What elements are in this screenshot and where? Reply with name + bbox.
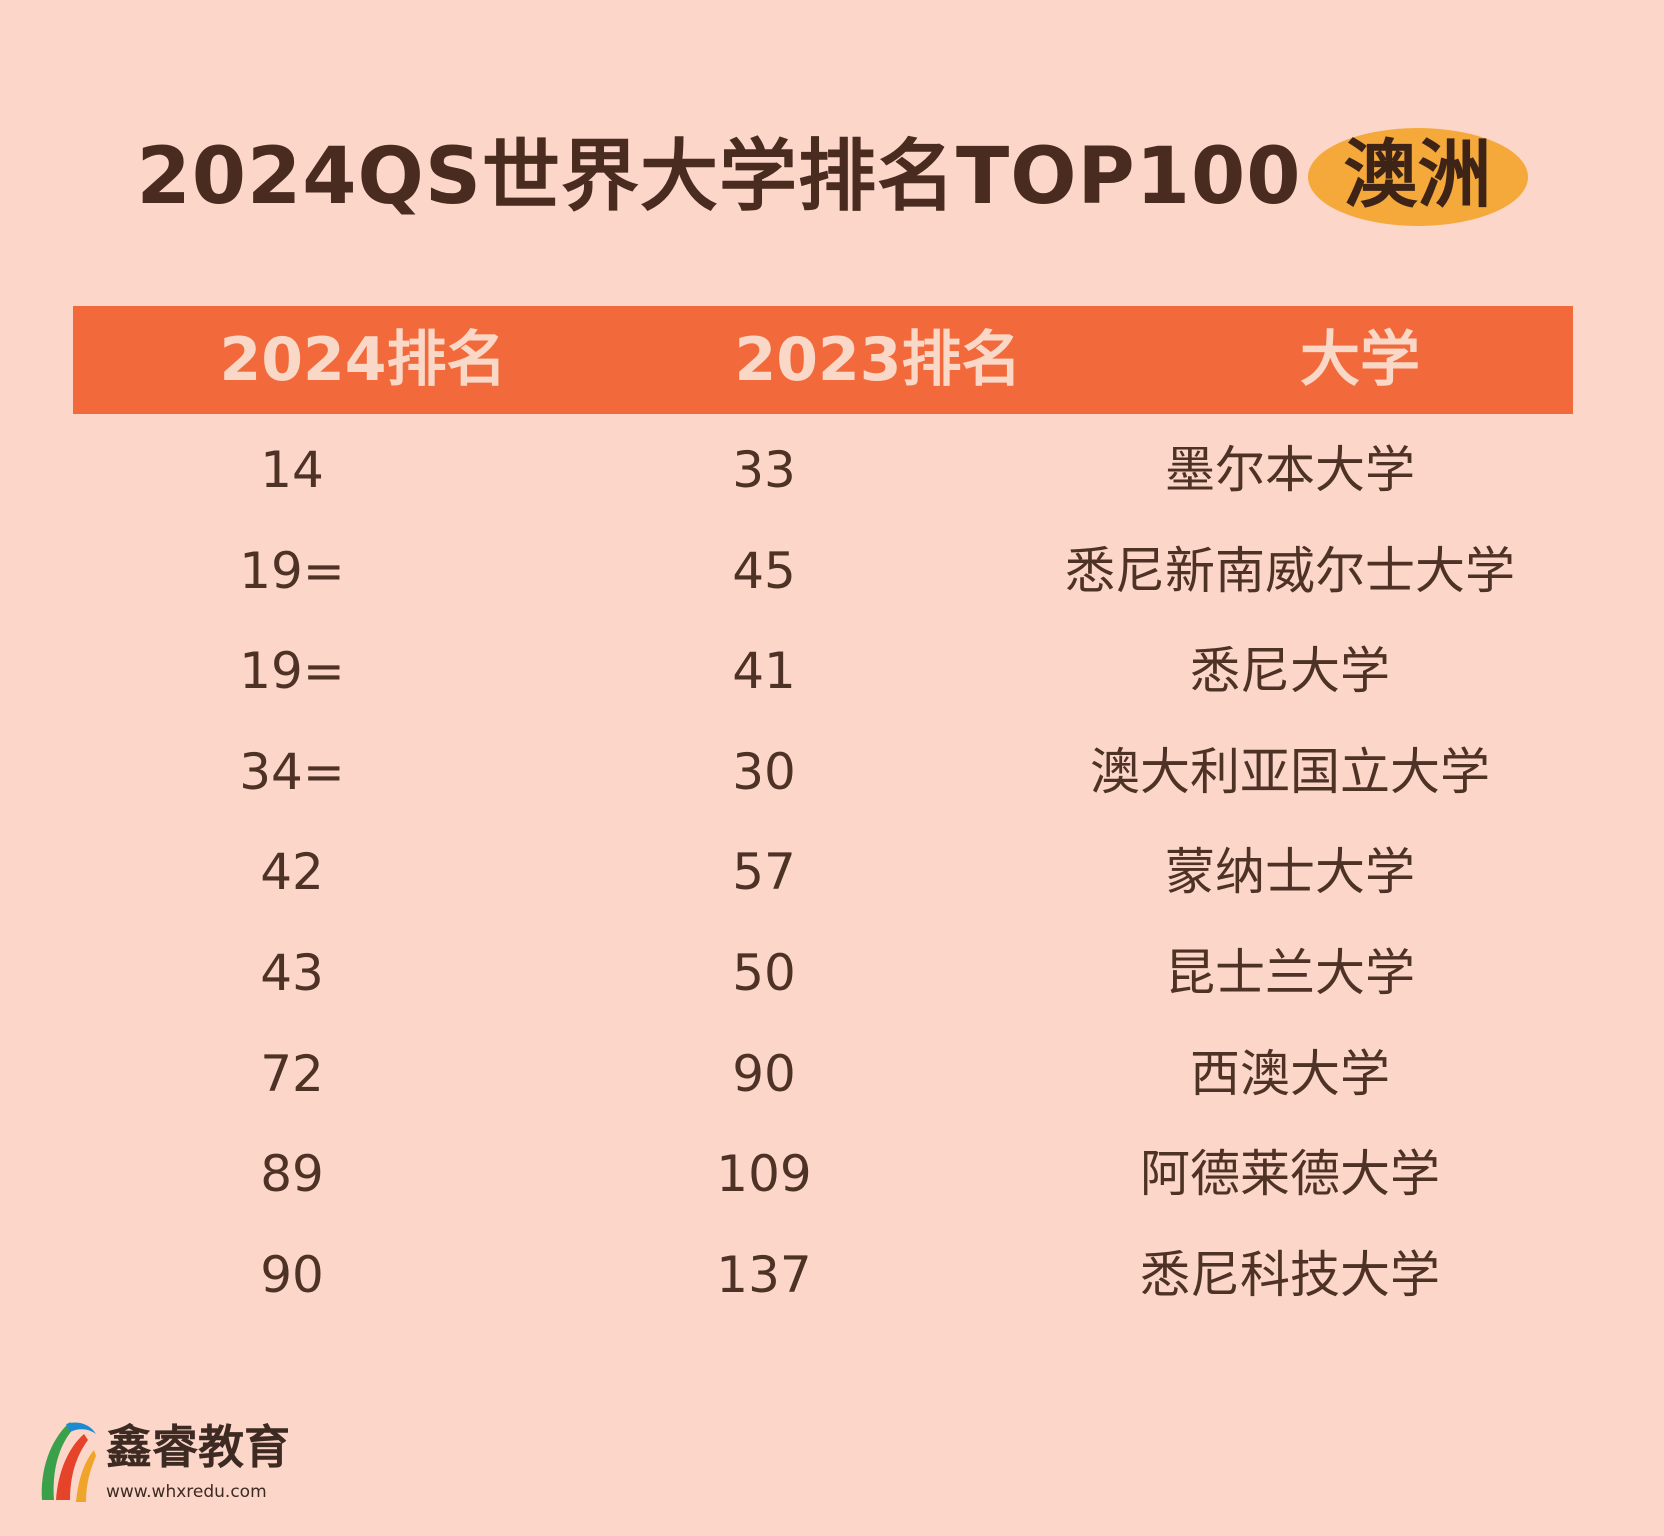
rank-2023-cell: 137 [716,1245,812,1304]
rank-2024-cell: 89 [260,1145,324,1204]
table-row: 34= 30 澳大利亚国立大学 [0,722,1664,823]
brand-mark-icon [41,1422,96,1502]
rank-2024-cell: 90 [260,1245,324,1304]
rank-2024-cell: 34= [239,742,345,801]
rank-2024-cell: 14 [260,441,324,499]
header-rank-2024: 2024排名 [219,325,507,395]
table-row: 72 90 西澳大学 [0,1024,1664,1125]
table-header: 2024排名 2023排名 大学 [73,306,1573,414]
university-cell: 悉尼新南威尔士大学 [1065,541,1515,600]
table-row: 19= 45 悉尼新南威尔士大学 [0,521,1664,622]
header-rank-2023: 2023排名 [734,325,1022,395]
table-row: 89 109 阿德莱德大学 [0,1124,1664,1225]
rank-2023-cell: 41 [732,642,796,701]
rank-2024-cell: 43 [260,943,324,1002]
rank-2024-cell: 19= [239,541,345,600]
rank-2023-cell: 45 [732,541,796,600]
title-text: 2024QS世界大学排名TOP100 [136,132,1302,222]
table-row: 90 137 悉尼科技大学 [0,1225,1664,1326]
rank-2023-cell: 30 [732,742,796,801]
rank-2023-cell: 50 [732,943,796,1002]
table-body: 14 33 墨尔本大学 19= 45 悉尼新南威尔士大学 19= 41 悉尼大学… [0,420,1664,1325]
university-cell: 悉尼大学 [1190,642,1390,701]
university-cell: 蒙纳士大学 [1165,843,1415,902]
university-cell: 西澳大学 [1190,1044,1390,1103]
university-cell: 昆士兰大学 [1165,943,1415,1002]
region-badge: 澳洲 [1307,128,1528,226]
brand-url: www.whxredu.com [106,1482,267,1502]
rank-2023-cell: 90 [732,1044,796,1103]
table-row: 14 33 墨尔本大学 [0,420,1664,521]
rank-2024-cell: 19= [239,642,345,701]
table-row: 19= 41 悉尼大学 [0,621,1664,722]
rank-2024-cell: 42 [260,843,324,902]
table-row: 42 57 蒙纳士大学 [0,822,1664,923]
table-row: 43 50 昆士兰大学 [0,923,1664,1024]
rank-2023-cell: 109 [716,1145,812,1204]
university-cell: 悉尼科技大学 [1140,1245,1440,1304]
rank-2023-cell: 57 [732,843,796,902]
brand-name: 鑫睿教育 [106,1420,290,1474]
header-university: 大学 [1300,325,1420,395]
university-cell: 阿德莱德大学 [1140,1145,1440,1204]
university-cell: 墨尔本大学 [1165,441,1415,499]
rank-2023-cell: 33 [732,441,796,499]
university-cell: 澳大利亚国立大学 [1090,742,1490,801]
rank-2024-cell: 72 [260,1044,324,1103]
page-title: 2024QS世界大学排名TOP100 澳洲 [0,128,1664,226]
